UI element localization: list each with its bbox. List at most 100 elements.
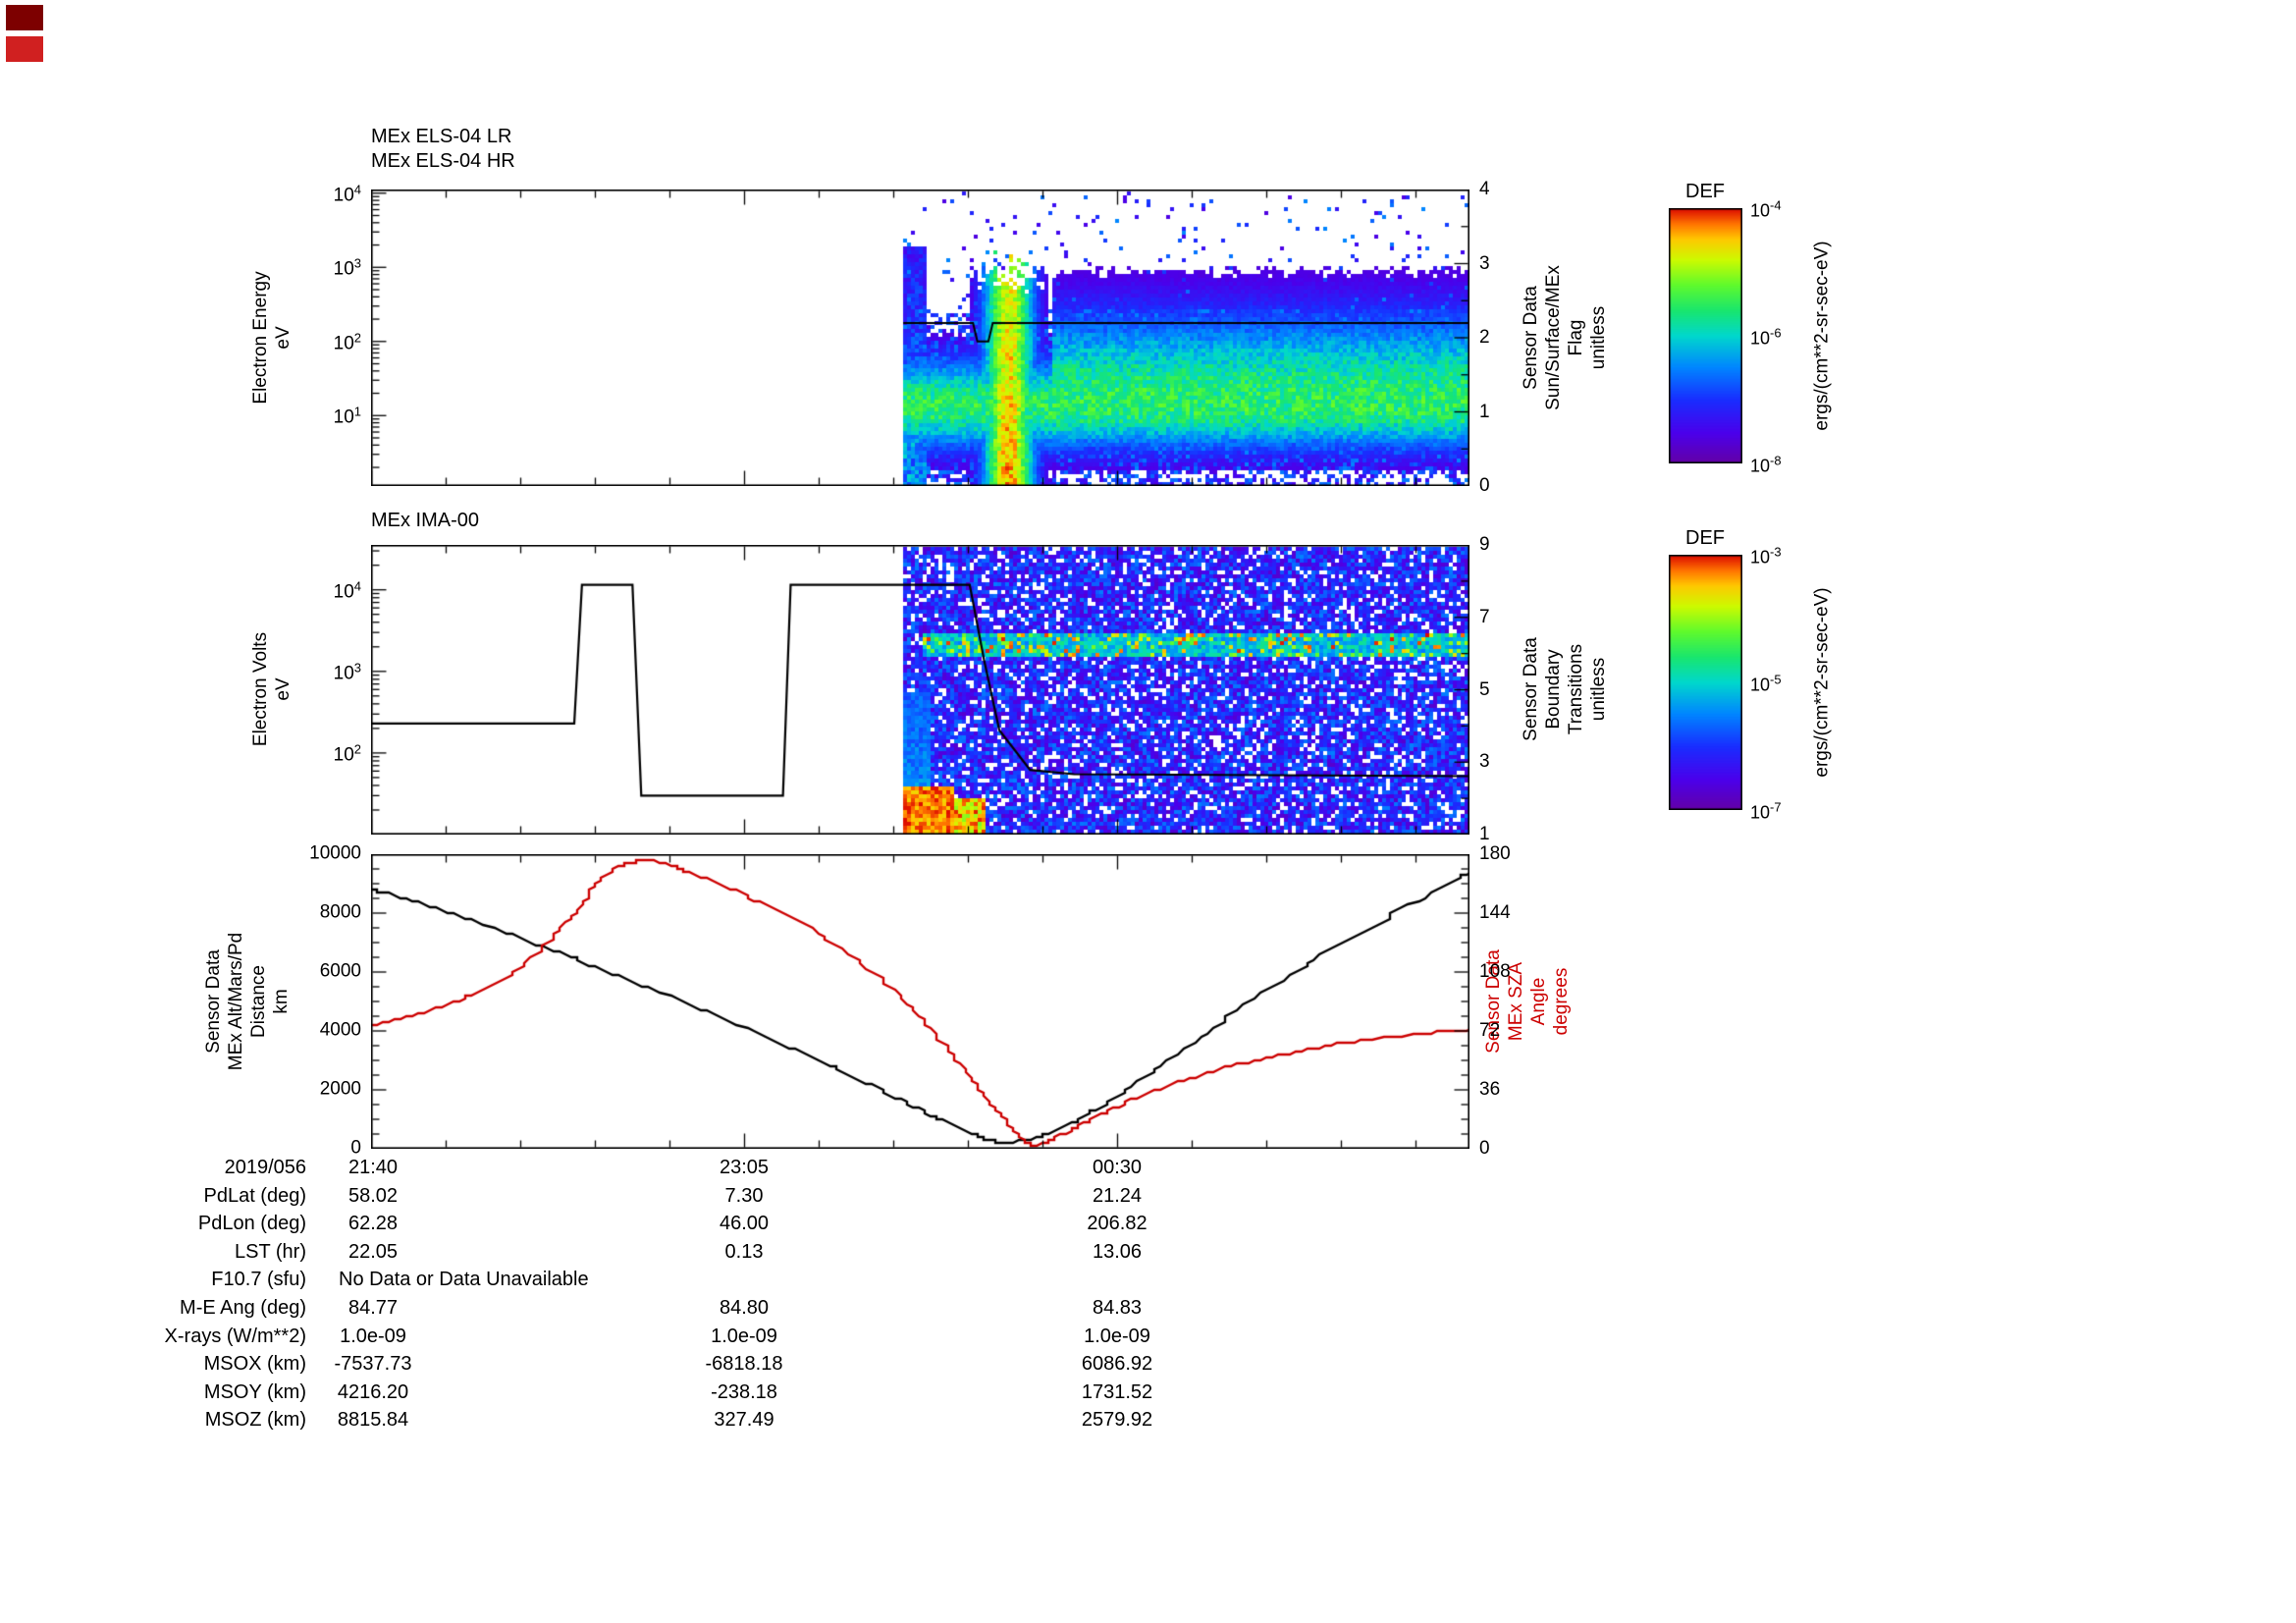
axis-label-line: km [271,989,292,1014]
ima-right-axis-label: Sensor Data Boundary Transitions unitless [1520,637,1610,741]
els-y-tick-label: 103 [333,255,361,280]
table-row-label: LST (hr) [235,1240,306,1263]
table-cell: 21:40 [347,1157,399,1178]
axis-label-line: eV [273,677,294,701]
table-cell: 84.83 [1092,1297,1143,1319]
ephemeris-right-tick-label: 180 [1479,843,1511,864]
ima-colorbar-tick-label: 10-7 [1750,799,1782,823]
ephemeris-right-tick-label: 144 [1479,902,1511,923]
els-spectrogram-canvas [371,189,1469,486]
ima-right-tick-label: 5 [1479,678,1490,700]
table-cell: 58.02 [347,1184,399,1207]
table-cell: 22.05 [347,1240,399,1263]
ephemeris-y-tick-label: 2000 [319,1078,361,1100]
table-cell: 4216.20 [337,1380,409,1403]
table-cell: -238.18 [711,1380,777,1403]
ima-right-tick-label: 3 [1479,751,1490,773]
table-cell: 2579.92 [1081,1409,1153,1432]
table-cell: 206.82 [1087,1213,1148,1235]
ephemeris-y-axis-label: Sensor Data MEx Alt/Mars/Pd Distance km [202,933,293,1070]
table-cell: 6086.92 [1081,1353,1153,1376]
table-cell: 84.77 [347,1297,399,1319]
ephemeris-right-tick-label: 72 [1479,1020,1501,1041]
axis-label-line: Distance [248,965,269,1038]
axis-label-line: Electron Energy [250,271,271,405]
ephemeris-right-tick-label: 0 [1479,1138,1490,1159]
ephemeris-y-tick-label: 6000 [319,960,361,982]
els-y-tick-label: 104 [333,182,361,206]
els-colorbar-canvas [1669,208,1742,463]
table-cell: 8815.84 [337,1409,409,1432]
ima-right-tick-label: 7 [1479,606,1490,627]
table-cell: 7.30 [724,1184,764,1207]
table-row-label: F10.7 (sfu) [211,1269,306,1291]
axis-label-line: Sun/Surface/MEx [1543,265,1564,410]
table-row-label: MSOZ (km) [204,1409,306,1432]
corner-marker-red-icon [6,36,43,62]
els-colorbar-tick-label: 10-6 [1750,325,1782,349]
ima-colorbar-title: DEF [1685,527,1725,549]
ephemeris-y-tick-label: 10000 [309,842,361,864]
ephemeris-y-tick-label: 4000 [319,1019,361,1041]
els-title-hr: MEx ELS-04 HR [371,150,515,172]
table-row-label: PdLon (deg) [197,1213,306,1235]
table-row-label: MSOX (km) [203,1353,306,1376]
els-right-tick-label: 4 [1479,179,1490,199]
axis-label-line: Electron Volts [250,631,271,747]
table-cell: 62.28 [347,1213,399,1235]
ima-title: MEx IMA-00 [371,510,480,531]
axis-label-line: Flag [1566,319,1586,356]
ima-y-axis-label: Electron Volts eV [249,632,294,746]
table-cell: 00:30 [1092,1157,1143,1178]
ephemeris-y-tick-label: 8000 [319,901,361,923]
ima-y-tick-label: 102 [333,741,361,766]
ephemeris-y-tick-label: 0 [350,1137,361,1159]
table-row-label: X-rays (W/m**2) [164,1325,306,1347]
table-cell: 1731.52 [1081,1380,1153,1403]
corner-marker-dark-icon [6,5,43,30]
table-cell: 1.0e-09 [711,1325,777,1347]
axis-label-line: Sensor Data [1521,286,1541,390]
table-row-label: PdLat (deg) [203,1184,306,1207]
axis-label-line: Transitions [1566,643,1586,735]
axis-label-line: Angle [1528,977,1549,1026]
ephemeris-right-tick-label: 36 [1479,1079,1501,1100]
els-right-tick-label: 0 [1479,475,1490,496]
table-cell: 23:05 [719,1157,770,1178]
ima-y-tick-label: 103 [333,660,361,684]
axis-label-line: Sensor Data [1521,637,1541,741]
els-right-tick-label: 2 [1479,327,1490,348]
axis-label-line: Sensor Data [203,949,224,1054]
table-cell: 46.00 [719,1213,770,1235]
ima-colorbar-unit-label: ergs/(cm**2-sr-sec-eV) [1811,587,1833,778]
axis-label-line: Boundary [1543,649,1564,730]
axis-label-line: MEx Alt/Mars/Pd [226,932,246,1071]
axis-label-line: degrees [1551,967,1572,1036]
table-cell: 1.0e-09 [340,1325,406,1347]
table-cell: -6818.18 [705,1353,783,1376]
table-cell: 1.0e-09 [1084,1325,1150,1347]
table-cell: 84.80 [719,1297,770,1319]
table-no-data-note: No Data or Data Unavailable [339,1269,589,1291]
ima-spectrogram-canvas [371,545,1469,835]
table-cell: 21.24 [1092,1184,1143,1207]
table-cell: 0.13 [724,1240,764,1263]
els-right-tick-label: 3 [1479,252,1490,274]
axis-label-line: unitless [1588,657,1609,722]
els-title-lr: MEx ELS-04 LR [371,126,512,147]
els-colorbar-title: DEF [1685,181,1725,202]
table-cell: 327.49 [714,1409,774,1432]
table-row-label: MSOY (km) [203,1380,306,1403]
ephemeris-canvas [371,854,1469,1149]
els-colorbar-tick-label: 10-4 [1750,197,1782,221]
table-row-label: 2019/056 [224,1157,306,1178]
table-row-label: M-E Ang (deg) [180,1297,306,1319]
table-cell: -7537.73 [334,1353,412,1376]
ima-y-tick-label: 104 [333,577,361,603]
els-right-axis-label: Sensor Data Sun/Surface/MEx Flag unitless [1520,265,1610,410]
ima-colorbar-canvas [1669,555,1742,810]
ima-colorbar-tick-label: 10-5 [1750,672,1782,695]
els-y-tick-label: 101 [333,404,361,428]
els-colorbar-tick-label: 10-8 [1750,453,1782,476]
